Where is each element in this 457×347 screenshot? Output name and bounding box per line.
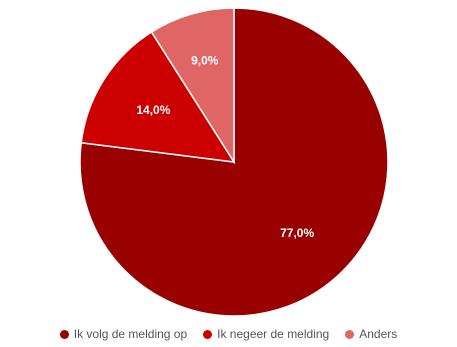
slice-follow [79, 7, 389, 317]
legend-swatch-follow [59, 329, 69, 339]
slice-label-follow: 77,0% [280, 226, 314, 240]
slice-label-other: 9,0% [191, 54, 219, 68]
slice-ignore [80, 30, 236, 163]
slice-label-ignore: 14,0% [136, 103, 170, 117]
legend-swatch-other [345, 329, 355, 339]
legend-label-other: Anders [359, 327, 398, 341]
legend: Ik volg de melding op Ik negeer de meldi… [0, 327, 457, 341]
legend-item-ignore: Ik negeer de melding [203, 327, 329, 341]
legend-item-follow: Ik volg de melding op [59, 327, 188, 341]
pie-slices [79, 7, 389, 317]
legend-label-follow: Ik volg de melding op [73, 327, 188, 341]
slice-other [150, 7, 235, 165]
legend-swatch-ignore [203, 329, 213, 339]
pie-chart: 77,0% 14,0% 9,0% [79, 7, 389, 317]
pie-labels: 77,0% 14,0% 9,0% [136, 54, 314, 240]
legend-item-other: Anders [345, 327, 397, 341]
legend-label-ignore: Ik negeer de melding [217, 327, 330, 341]
